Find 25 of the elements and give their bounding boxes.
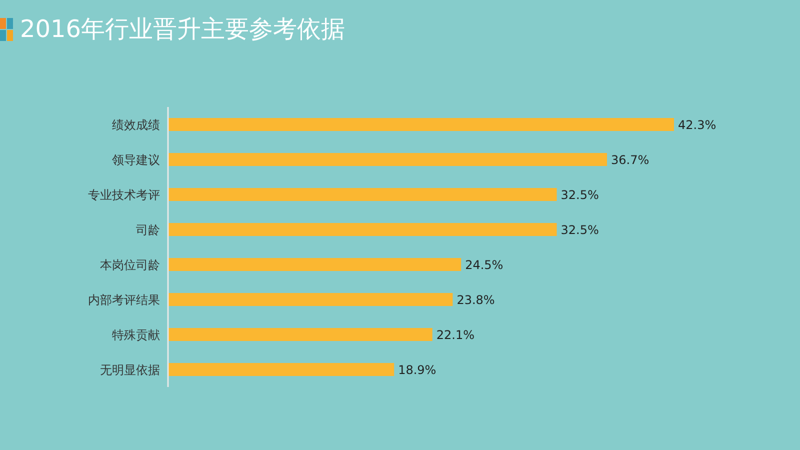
- data-label: 42.3%: [678, 118, 716, 132]
- data-label: 36.7%: [611, 152, 650, 167]
- bar: [168, 118, 674, 131]
- y-tick-label: 无明显依据: [100, 362, 160, 377]
- data-label: 32.5%: [560, 222, 599, 237]
- y-tick-label: 领导建议: [112, 152, 160, 167]
- data-label: 18.9%: [398, 362, 436, 377]
- chart-title: 2016年行业晋升主要参考依据: [20, 14, 346, 45]
- data-label: 24.5%: [465, 258, 504, 272]
- data-label: 32.5%: [560, 188, 599, 202]
- y-tick-label: 内部考评结果: [88, 292, 160, 307]
- bar: [168, 153, 608, 166]
- data-label: 23.8%: [456, 292, 495, 307]
- y-tick-label: 绩效成绩: [112, 118, 160, 132]
- y-tick-label: 本岗位司龄: [100, 258, 160, 272]
- bar: [168, 188, 557, 201]
- bar: [168, 363, 394, 376]
- bar: [168, 328, 432, 341]
- bar: [168, 223, 557, 236]
- y-tick-label: 专业技术考评: [88, 188, 160, 202]
- y-tick-label: 司龄: [136, 222, 160, 237]
- y-tick-label: 特殊贡献: [112, 328, 160, 342]
- bar: [168, 258, 462, 271]
- data-label: 22.1%: [436, 328, 474, 342]
- bar: [168, 293, 453, 306]
